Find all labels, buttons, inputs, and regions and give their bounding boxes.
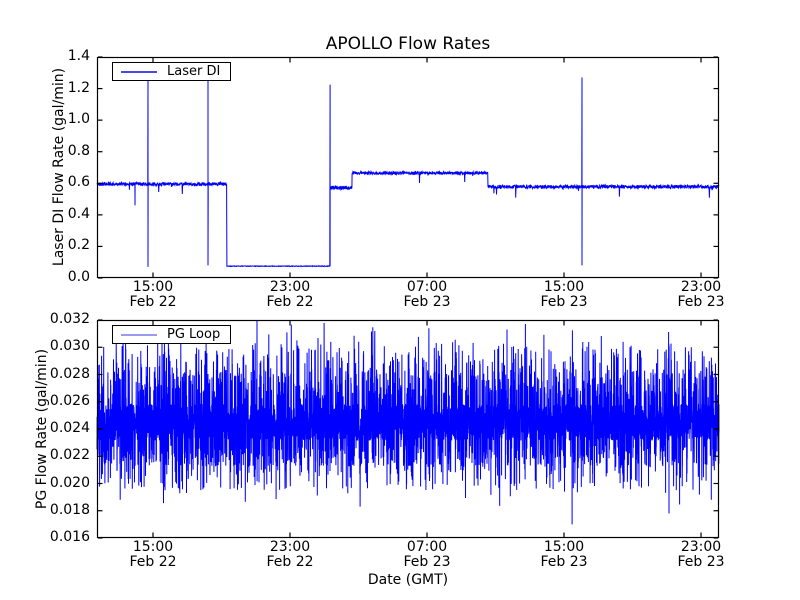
x-tick-label: 23:00 Feb 22 — [250, 280, 330, 310]
x-tick-label: 15:00 Feb 23 — [524, 280, 604, 310]
x-tick-label: 15:00 Feb 22 — [113, 540, 193, 570]
x-tick-date: Feb 23 — [403, 554, 451, 570]
x-tick-time: 07:00 — [406, 279, 448, 295]
y-tick-label: 0.0 — [67, 269, 90, 285]
x-tick-label: 07:00 Feb 23 — [387, 280, 467, 310]
x-tick-label: 23:00 Feb 22 — [250, 540, 330, 570]
y-tick-label: 0.026 — [49, 392, 90, 409]
x-tick-time: 15:00 — [543, 279, 585, 295]
legend-line-sample-icon — [121, 333, 157, 336]
y-tick-label: 1.2 — [67, 79, 90, 96]
legend-laser-di: Laser DI — [112, 62, 232, 81]
axes-frame — [96, 319, 720, 539]
x-tick-date: Feb 23 — [677, 554, 725, 570]
x-tick-time: 23:00 — [680, 279, 722, 295]
x-tick-time: 07:00 — [406, 539, 448, 555]
pg-loop-data-line — [96, 319, 720, 525]
x-tick-label: 15:00 Feb 22 — [113, 280, 193, 310]
legend-label: Laser DI — [167, 64, 221, 79]
y-tick-label: 0.028 — [49, 365, 90, 382]
legend-label: PG Loop — [167, 327, 221, 342]
pg-loop-plot-area — [96, 319, 720, 539]
laser-di-data-line — [96, 75, 720, 268]
x-tick-label: 23:00 Feb 23 — [661, 280, 741, 310]
x-tick-label: 15:00 Feb 23 — [524, 540, 604, 570]
x-tick-label: 23:00 Feb 23 — [661, 540, 741, 570]
y-tick-label: 0.020 — [49, 474, 90, 491]
x-tick-time: 23:00 — [269, 279, 311, 295]
y-tick-label: 0.032 — [49, 311, 90, 327]
y-tick-label: 0.2 — [67, 237, 90, 254]
y-tick-label: 0.018 — [49, 501, 90, 518]
x-tick-time: 23:00 — [680, 539, 722, 555]
legend-line-sample-icon — [121, 70, 157, 73]
y-tick-label: 1.0 — [67, 111, 90, 128]
laser-di-plot-area — [96, 56, 720, 279]
x-tick-date: Feb 22 — [266, 294, 314, 310]
legend-pg-loop: PG Loop — [112, 325, 232, 344]
x-axis-label: Date (GMT) — [367, 572, 449, 588]
y-tick-label: 0.016 — [49, 529, 90, 545]
y-tick-label: 0.022 — [49, 447, 90, 464]
x-tick-date: Feb 23 — [540, 554, 588, 570]
x-tick-time: 15:00 — [543, 539, 585, 555]
x-tick-date: Feb 23 — [677, 294, 725, 310]
y-tick-label: 1.4 — [67, 48, 90, 64]
x-tick-date: Feb 23 — [403, 294, 451, 310]
x-tick-time: 15:00 — [132, 539, 174, 555]
y-tick-label: 0.024 — [49, 420, 90, 436]
x-tick-label: 07:00 Feb 23 — [387, 540, 467, 570]
x-tick-date: Feb 22 — [129, 294, 177, 310]
chart-title: APOLLO Flow Rates — [325, 34, 491, 54]
x-tick-time: 23:00 — [269, 539, 311, 555]
y-tick-label: 0.4 — [67, 205, 90, 222]
y-tick-label: 0.8 — [67, 142, 90, 159]
axes-frame — [96, 56, 720, 279]
x-tick-date: Feb 23 — [540, 294, 588, 310]
x-tick-date: Feb 22 — [266, 554, 314, 570]
x-tick-time: 15:00 — [132, 279, 174, 295]
y-tick-label: 0.6 — [67, 174, 90, 191]
x-tick-date: Feb 22 — [129, 554, 177, 570]
y-tick-label: 0.030 — [49, 338, 90, 355]
